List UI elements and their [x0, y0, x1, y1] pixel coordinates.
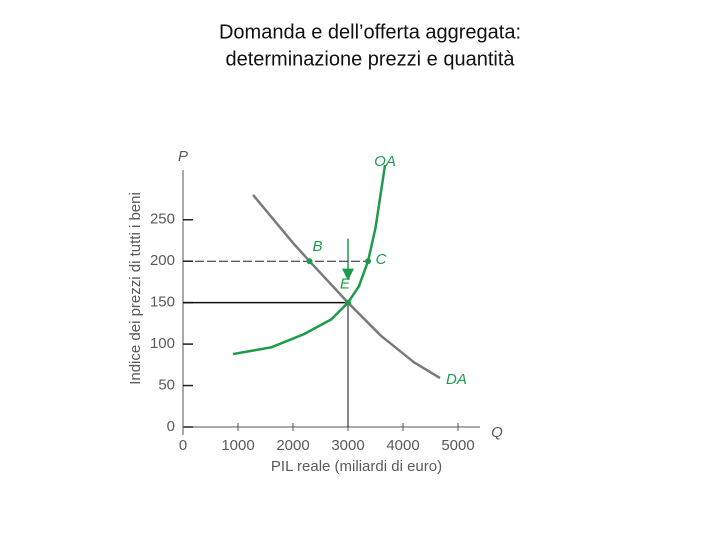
point-label: B	[312, 238, 322, 255]
chart-title: determinazione prezzi e quantità	[225, 48, 515, 70]
y-tick-label: 50	[158, 377, 175, 394]
y-tick-label: 200	[150, 252, 175, 269]
point	[345, 299, 351, 306]
x-tick-label: 3000	[331, 437, 364, 454]
x-tick-label: 4000	[386, 437, 419, 454]
x-tick-label: 0	[179, 437, 187, 454]
point	[306, 258, 313, 265]
y-tick-label: 0	[167, 418, 175, 435]
y-axis-symbol: P	[178, 148, 188, 165]
point	[365, 258, 372, 265]
x-tick-label: 1000	[221, 437, 254, 454]
y-tick-label: 250	[150, 211, 175, 228]
x-axis-symbol: Q	[491, 424, 503, 441]
y-tick-label: 150	[150, 294, 175, 311]
x-tick-label: 5000	[441, 437, 474, 454]
chart-title: Domanda e dell’offerta aggregata:	[219, 21, 521, 43]
series-label: DA	[446, 371, 467, 388]
point-label: E	[340, 276, 351, 293]
y-axis-label: Indice dei prezzi di tutti i beni	[127, 192, 144, 385]
series-label: OA	[374, 153, 396, 170]
x-tick-label: 2000	[276, 437, 309, 454]
x-axis-label: PIL reale (miliardi di euro)	[271, 458, 442, 475]
point-label: C	[376, 251, 387, 268]
y-tick-label: 100	[150, 335, 175, 352]
